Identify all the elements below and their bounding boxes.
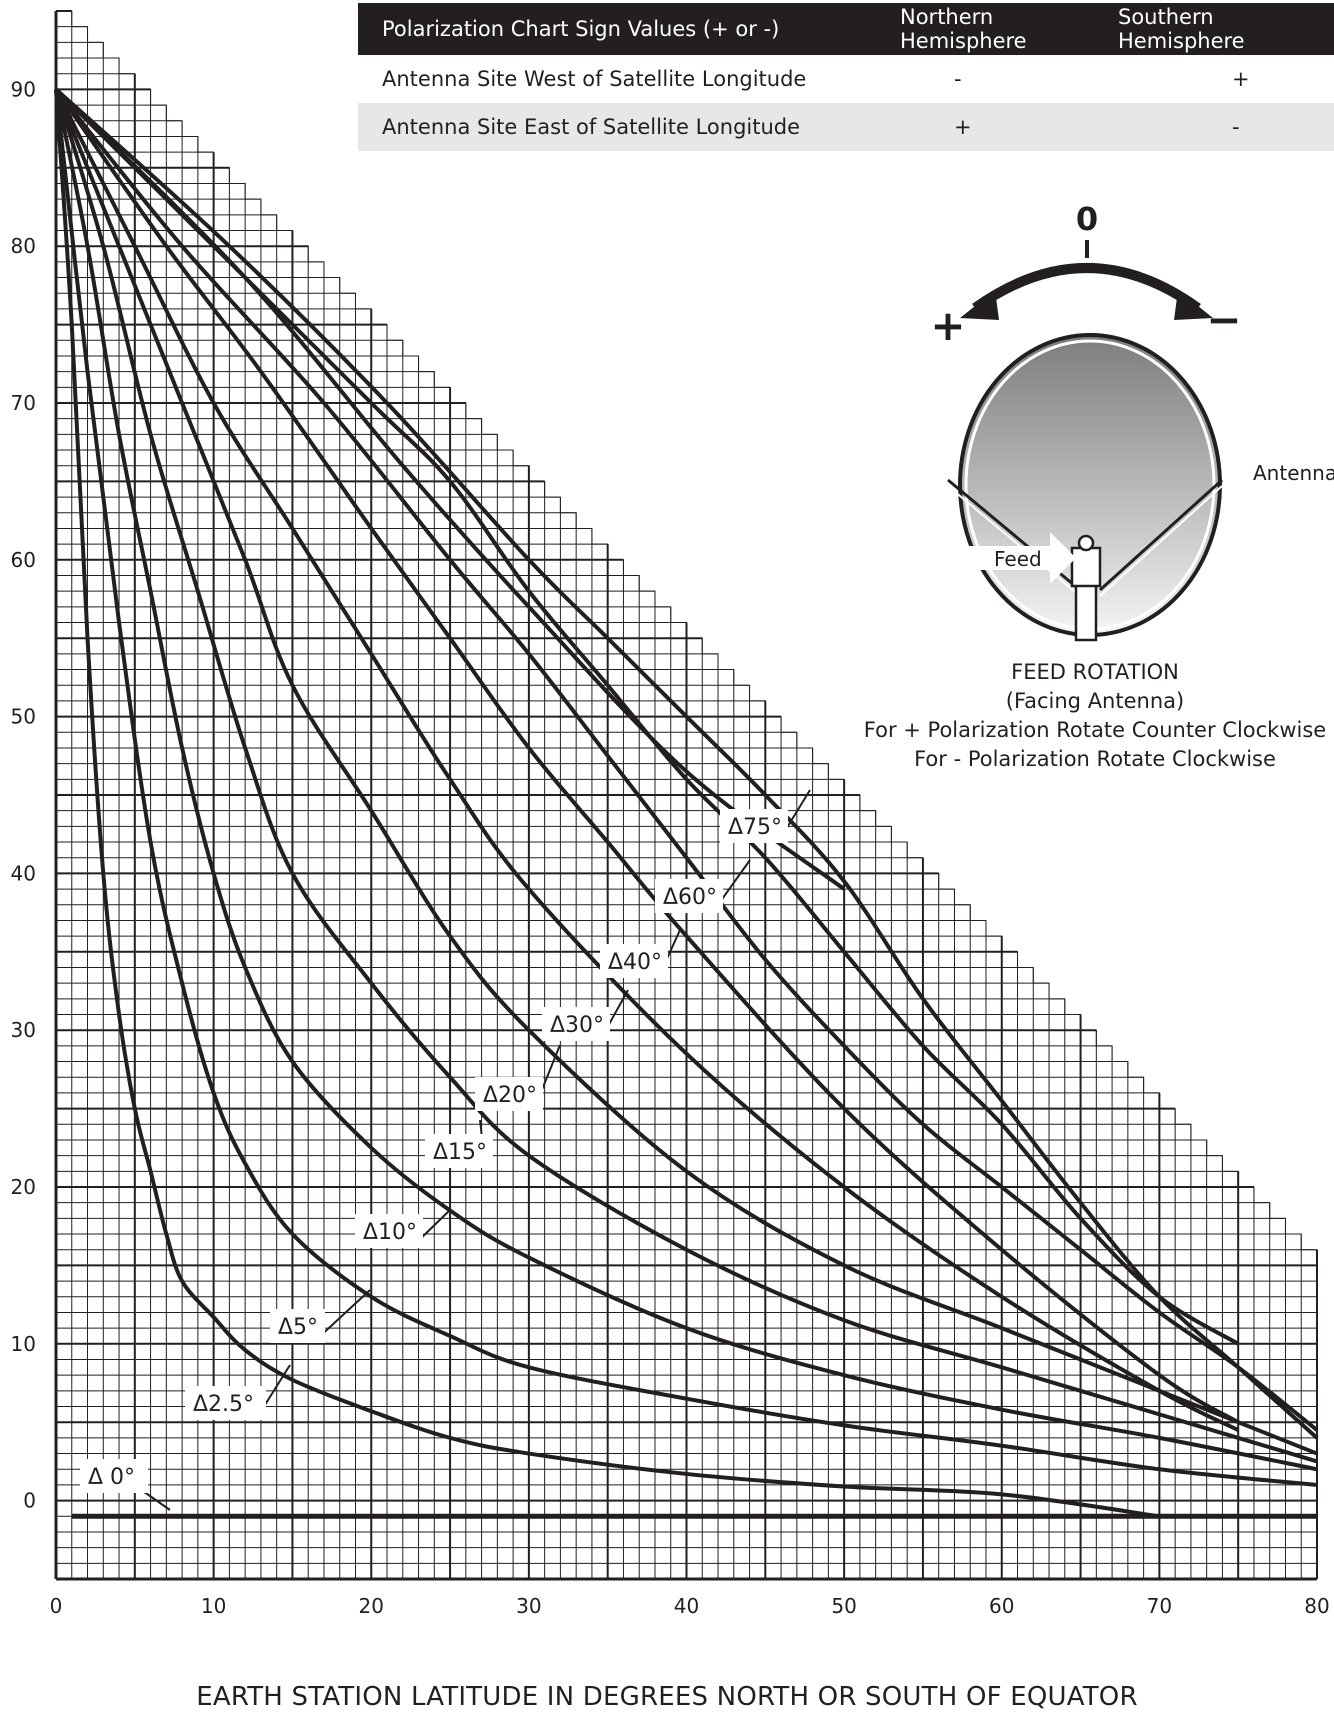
curve-label: Δ15° [433,1140,487,1165]
curve-line [54,87,1240,1346]
rotation-arc-icon [972,263,1201,313]
curve-line [54,87,1319,1440]
axes [54,11,1317,1581]
x-tick-label: 20 [359,1594,384,1618]
table-header: Polarization Chart Sign Values (+ or -) … [358,3,1334,55]
major-grid [55,10,1318,1580]
y-tick-label: 70 [11,391,36,415]
label-box [270,1309,325,1343]
curve-label: Δ30° [550,1013,604,1038]
label-box [355,1214,423,1248]
y-tick-label: 60 [11,548,36,572]
curve-line [54,88,1318,1456]
minus-label: − [1206,295,1241,344]
table-cell: Antenna Site West of Satellite Longitude [382,67,807,91]
x-tick-label: 0 [50,1594,63,1618]
major-gridlines [55,10,1318,1580]
polarization-sign-table: Polarization Chart Sign Values (+ or -) … [358,3,1334,151]
curve-line [54,89,1318,1472]
x-tick-label: 10 [201,1594,226,1618]
curves [54,87,1319,1519]
curve-line [54,89,1318,1487]
y-tick-label: 40 [11,861,36,885]
y-tick-label: 0 [23,1489,36,1513]
feed-label: Feed [994,547,1042,571]
x-tick-label: 60 [989,1594,1014,1618]
x-tick-label: 70 [1147,1594,1172,1618]
curve-line [54,88,1240,1424]
grid-edge [56,10,1318,1266]
x-tick-label: 40 [674,1594,699,1618]
curve-line [54,88,1318,1464]
curve-label: Δ40° [608,950,662,975]
curve-line [54,87,846,891]
label-box [720,809,788,843]
x-tick-label: 50 [831,1594,856,1618]
label-box [425,1134,493,1168]
label-box [655,879,723,913]
curve-label: Δ75° [728,815,782,840]
label-leader [316,1289,371,1340]
caption-line: FEED ROTATION [1011,660,1179,684]
curve-label: Δ60° [663,885,717,910]
label-box [185,1386,266,1420]
caption-line: (Facing Antenna) [1005,689,1185,713]
x-axis-label: EARTH STATION LATITUDE IN DEGREES NORTH … [196,1682,1138,1712]
caption-line: For + Polarization Rotate Counter Clockw… [863,718,1327,742]
table-row: Antenna Site East of Satellite Longitude… [358,103,1334,151]
label-box [542,1007,610,1041]
feed-arrow-icon [968,532,1076,584]
y-tick-label: 20 [11,1175,36,1199]
table-row: Antenna Site West of Satellite Longitude… [358,55,1334,103]
table-cell: + [954,115,972,139]
label-box [600,944,668,978]
curve-label: Δ5° [278,1315,318,1340]
tick-labels: 0 10 20 30 40 50 60 70 80 0 10 20 30 40 50 60 70 80 90 [11,77,1330,1618]
header-cell: Southern Hemisphere [1118,5,1245,53]
caption-line: For - Polarization Rotate Clockwise [914,747,1276,771]
header-cell: Polarization Chart Sign Values (+ or -) [382,17,780,41]
feed-rotation-diagram: Feed Antenna 0 + − [930,200,1334,642]
y-tick-label: 30 [11,1018,36,1042]
curve-label: Δ10° [363,1220,417,1245]
x-tick-label: 30 [516,1594,541,1618]
feed-horn [1074,578,1098,642]
plus-label: + [930,301,965,350]
label-box [80,1459,148,1493]
feed-rotation-caption: FEED ROTATION (Facing Antenna) For + Pol… [855,658,1334,774]
antenna-label: Antenna [1253,461,1334,485]
y-tick-label: 50 [11,705,36,729]
curve-line [54,88,1240,1432]
curve-labels: Δ 0° Δ2.5° Δ5° Δ10° Δ15° Δ20° Δ30° Δ40° Δ60° Δ75° [80,789,811,1511]
table-cell: - [1232,115,1240,139]
table-cell: + [1232,67,1250,91]
header-cell: Northern Hemisphere [900,5,1027,53]
x-tick-label: 80 [1304,1594,1329,1618]
curve-label: Δ 0° [88,1465,135,1490]
curve-label: Δ2.5° [193,1392,254,1417]
y-tick-label: 10 [11,1332,36,1356]
label-box [475,1077,543,1111]
zero-label: 0 [1076,200,1098,238]
table-cell: Antenna Site East of Satellite Longitude [382,115,801,139]
table-cell: - [954,67,962,91]
y-tick-label: 80 [11,234,36,258]
curve-line [54,89,1160,1519]
y-tick-label: 90 [11,77,36,101]
curve-label: Δ20° [483,1083,537,1108]
